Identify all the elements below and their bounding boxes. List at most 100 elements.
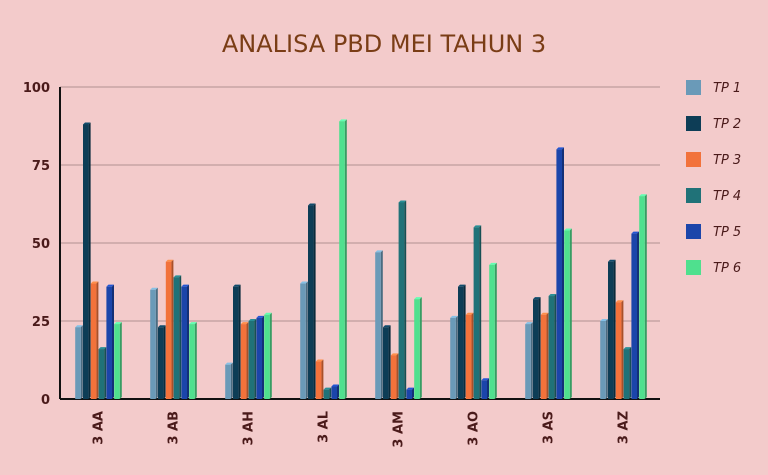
bar: [406, 387, 414, 399]
bar: [264, 312, 272, 399]
bar-side: [479, 225, 482, 399]
bar-side: [179, 275, 182, 399]
bar-side: [613, 259, 616, 399]
bar-side: [246, 322, 249, 399]
bar-side: [337, 384, 339, 399]
bar: [631, 231, 639, 399]
bar-face: [406, 389, 412, 399]
bar-side: [329, 387, 332, 399]
bar: [225, 362, 233, 399]
bar-face: [489, 264, 495, 399]
bar-top: [525, 322, 533, 325]
legend-label: TP 1: [713, 81, 741, 96]
bar-face: [300, 283, 306, 399]
bar: [458, 284, 466, 399]
bar-top: [473, 225, 482, 228]
bar-face: [225, 364, 231, 399]
bar: [339, 119, 347, 399]
bar-face: [556, 149, 562, 399]
legend-item: TP 5: [686, 224, 741, 240]
bar: [240, 322, 249, 399]
bar: [623, 347, 632, 399]
bar-top: [315, 359, 324, 362]
bar: [150, 287, 158, 399]
bar: [383, 325, 391, 399]
bar-face: [608, 261, 614, 399]
bar-side: [80, 325, 83, 399]
bar-top: [390, 353, 399, 356]
bar-top: [556, 147, 564, 150]
bar-face: [233, 286, 239, 399]
bar-top: [98, 347, 107, 350]
bar: [300, 281, 308, 399]
bar-side: [644, 194, 647, 399]
legend-label: TP 4: [713, 189, 741, 204]
y-axis-ticks: 0 25 50 75 100: [23, 81, 50, 408]
bar-side: [305, 281, 308, 399]
legend-label: TP 3: [713, 153, 741, 168]
bar-face: [615, 302, 622, 399]
bar-top: [375, 250, 383, 253]
bar-top: [106, 284, 114, 287]
bar-top: [331, 384, 339, 387]
bar-top: [158, 325, 166, 328]
bar: [556, 147, 564, 399]
bar-side: [163, 325, 166, 399]
bar-side: [380, 250, 383, 399]
bar-top: [414, 297, 422, 300]
bar: [639, 194, 647, 399]
x-tick-label: 3 AZ: [617, 411, 632, 444]
bar-side: [344, 119, 347, 399]
bar-face: [173, 277, 180, 399]
bar-side: [554, 294, 557, 399]
legend-swatch: [686, 188, 701, 203]
bar-top: [240, 322, 249, 325]
bar-face: [548, 296, 555, 399]
bar-face: [639, 196, 645, 399]
legend-item: TP 6: [686, 260, 741, 276]
bar: [90, 281, 99, 399]
bar: [450, 315, 458, 399]
bar-face: [114, 324, 120, 399]
bar-face: [540, 314, 547, 399]
bar: [233, 284, 241, 399]
bar-face: [600, 321, 606, 399]
bar-side: [471, 312, 474, 399]
x-tick-label: 3 AS: [542, 411, 557, 444]
legend-swatch: [686, 116, 701, 131]
bar-side: [119, 322, 122, 399]
bar-top: [256, 315, 264, 318]
bar-face: [150, 289, 156, 399]
bar-face: [189, 324, 195, 399]
bar: [158, 325, 166, 399]
bar-face: [481, 380, 487, 399]
bar-face: [631, 233, 637, 399]
bar-top: [165, 259, 174, 262]
bar-face: [331, 386, 337, 399]
bar-face: [458, 286, 464, 399]
bar-top: [631, 231, 639, 234]
bar-side: [621, 300, 624, 399]
bar-top: [225, 362, 233, 365]
bar-face: [256, 317, 262, 399]
bars: [75, 119, 647, 399]
bar-side: [396, 353, 399, 399]
y-tick-label: 25: [32, 315, 50, 330]
bar-face: [158, 327, 164, 399]
bar-side: [546, 312, 549, 399]
x-tick-label: 3 AA: [92, 411, 107, 445]
bar-top: [90, 281, 99, 284]
bar-top: [264, 312, 272, 315]
bar-face: [315, 361, 322, 399]
legend-swatch: [686, 260, 701, 275]
bar-face: [323, 389, 330, 399]
bar: [75, 325, 83, 399]
bar-side: [487, 378, 489, 399]
bar: [165, 259, 174, 399]
legend-label: TP 2: [713, 117, 741, 132]
bar-side: [412, 387, 414, 399]
bar-face: [181, 286, 187, 399]
bar-face: [240, 324, 247, 399]
bar-top: [489, 262, 497, 265]
